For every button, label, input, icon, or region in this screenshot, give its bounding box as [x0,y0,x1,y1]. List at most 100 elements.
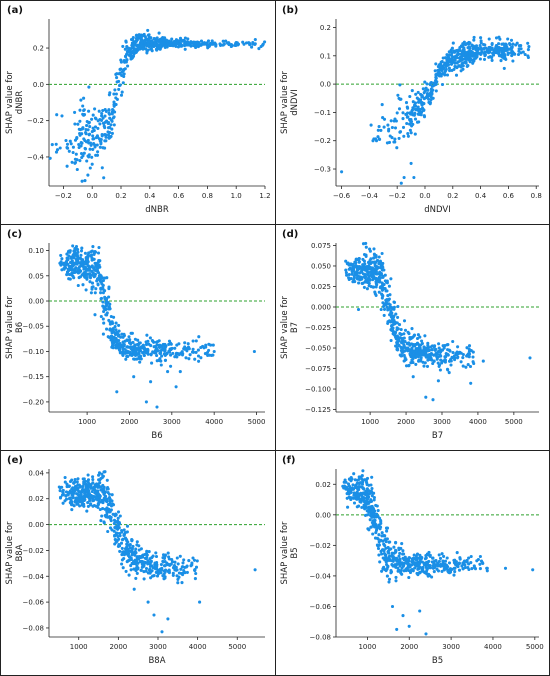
data-point [429,345,433,349]
data-point [125,549,129,553]
data-point [214,44,218,48]
data-point [107,108,111,112]
data-point [361,263,365,267]
data-point [171,573,175,577]
data-point [60,257,64,261]
data-point [402,332,406,336]
data-point [97,473,101,477]
data-point [93,313,97,317]
data-point [397,323,402,327]
data-point [453,562,457,566]
data-point [431,556,435,560]
data-point [423,334,427,338]
data-point [242,42,246,46]
data-point [414,362,418,366]
y-tick-label-c: −0.05 [23,323,44,331]
data-point [379,307,383,312]
y-tick-label-a: −0.4 [27,153,45,161]
data-point [347,267,351,271]
data-point [148,564,153,568]
data-point [178,554,182,558]
data-point [101,279,105,283]
data-point [145,553,149,557]
outlier-point [411,375,415,379]
data-point [136,561,140,565]
data-point [69,256,73,260]
data-point [356,274,360,278]
data-point [85,273,89,277]
data-point [361,486,365,490]
data-point [135,33,139,37]
data-point [133,345,137,350]
data-point [91,126,95,130]
data-point [490,41,494,46]
data-point [104,109,108,113]
data-point [173,39,177,44]
data-point [407,349,411,353]
data-point [417,343,421,347]
data-point [373,292,377,296]
data-point [120,70,124,74]
y-tick-label-f: 0.00 [315,511,331,519]
data-point [420,351,425,355]
data-point [202,346,206,350]
data-point [371,532,375,536]
data-point [410,89,414,93]
x-tick-label-f: 4000 [484,643,502,651]
data-point [78,131,82,136]
data-point [91,475,95,479]
data-point [79,253,83,257]
data-point [460,564,464,568]
data-point [205,41,209,45]
data-point [398,353,402,357]
data-point [357,504,361,508]
data-point [65,146,69,150]
data-point [385,574,389,578]
data-point [91,266,95,270]
data-point [385,526,390,530]
data-point [425,364,430,368]
data-point [185,43,189,47]
data-point [399,327,403,332]
data-point [197,335,201,339]
data-point [353,271,357,275]
data-point [454,560,458,564]
x-tick-label-a: 0.8 [202,192,213,200]
data-point [368,492,372,496]
data-point [427,354,431,358]
data-point [420,95,424,99]
data-point [65,273,69,277]
data-point [131,340,135,344]
data-point [361,242,366,246]
data-point [378,137,382,141]
data-point [139,559,143,563]
data-point [84,488,88,492]
data-point [154,554,159,559]
data-point [387,302,391,306]
data-point [127,558,131,562]
data-point [377,553,381,557]
data-point [377,290,381,294]
data-point [98,507,102,512]
data-point [69,491,73,495]
data-point [432,345,436,349]
data-point [349,479,353,483]
data-point [423,80,427,84]
data-point [115,97,119,101]
chart-e-svg: 1000 2000 3000 4000 5000 −0.08 −0.06 −0.04 −0.02… [5,469,265,666]
data-point [107,295,111,299]
data-point [391,555,395,559]
data-point [180,353,185,357]
data-point [408,128,412,132]
data-point [410,559,414,564]
x-tick-label-e: 2000 [109,643,127,651]
data-point [394,548,398,552]
data-point [147,550,151,554]
data-point [174,351,179,355]
data-point [193,357,197,361]
data-point [113,110,117,114]
outlier-point [485,566,489,570]
data-point [123,530,128,535]
data-point [77,276,81,280]
data-point [400,572,404,576]
